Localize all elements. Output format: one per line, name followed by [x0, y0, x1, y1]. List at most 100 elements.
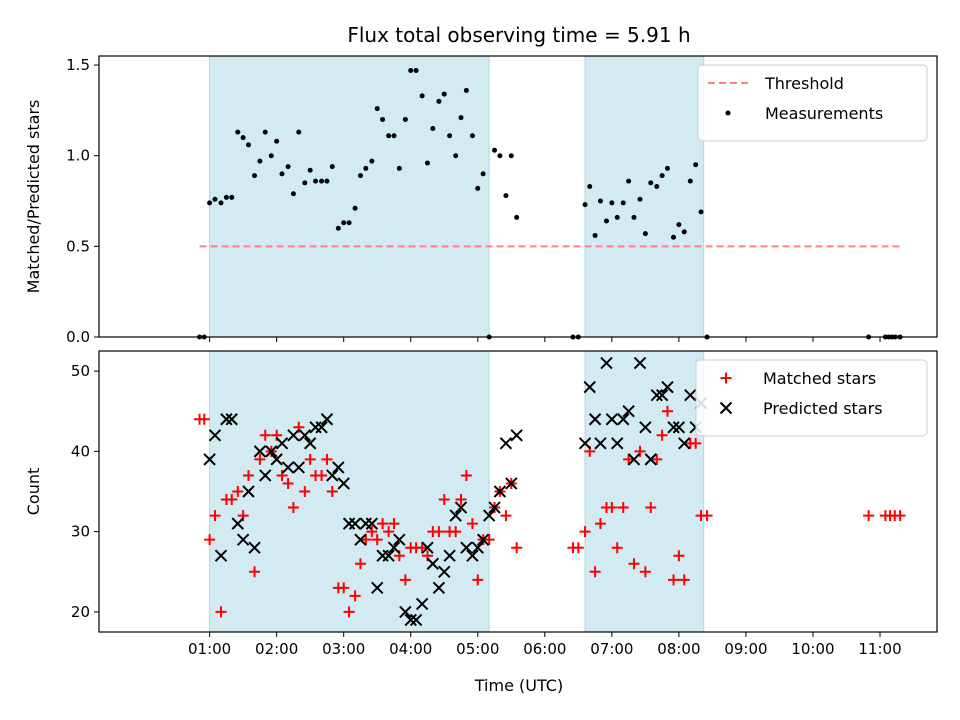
- predicted-star-marker-67: [639, 421, 652, 434]
- matched-star-marker-2: [204, 534, 216, 546]
- measurement-point-67: [620, 200, 626, 206]
- matched-star-marker-69: [628, 558, 640, 570]
- matched-star-marker-19: [299, 486, 311, 497]
- x-tick-label-6: 07:00: [590, 640, 633, 658]
- predicted-star-marker-42: [438, 565, 451, 578]
- legend-box: [697, 64, 928, 142]
- predicted-star-marker-62: [611, 437, 624, 450]
- predicted-star-marker-44: [449, 509, 462, 522]
- predicted-star-marker-50: [482, 509, 496, 522]
- measurement-point-20: [307, 167, 313, 173]
- matched-star-marker-24: [326, 486, 338, 497]
- matched-star-marker-75: [661, 405, 673, 417]
- predicted-star-marker-9: [253, 445, 267, 458]
- matched-star-marker-6: [226, 494, 238, 506]
- matched-star-marker-32: [371, 534, 383, 546]
- matched-star-marker-28: [349, 590, 361, 602]
- x-tick-label-3: 04:00: [389, 640, 432, 658]
- measurement-point-60: [582, 202, 588, 208]
- measurement-point-30: [363, 165, 369, 171]
- measurement-point-54: [497, 153, 503, 159]
- measurement-point-8: [240, 135, 246, 141]
- predicted-star-marker-70: [655, 388, 669, 402]
- predicted-star-marker-40: [426, 557, 440, 570]
- predicted-star-marker-35: [399, 605, 412, 619]
- predicted-star-marker-34: [393, 533, 406, 546]
- predicted-star-marker-47: [466, 549, 479, 562]
- matched-star-marker-1: [198, 413, 210, 425]
- measurement-point-77: [676, 222, 682, 228]
- matched-star-marker-70: [634, 445, 646, 457]
- matched-star-marker-60: [579, 526, 591, 538]
- predicted-star-marker-66: [633, 356, 647, 370]
- matched-star-marker-52: [483, 534, 495, 546]
- measurement-point-65: [609, 200, 615, 206]
- count-panel: 01:00 02:00 03:00 04:00 05:00 06:00 07:00 08:00…: [24, 350, 938, 658]
- x-axis-label: Time (UTC): [474, 676, 563, 695]
- predicted-star-marker-0: [203, 453, 216, 466]
- measurement-point-50: [475, 185, 481, 191]
- matched-star-marker-74: [656, 429, 668, 441]
- predicted-star-marker-17: [298, 429, 312, 442]
- measurement-point-22: [319, 178, 325, 184]
- x-tick-label-4: 05:00: [456, 640, 499, 658]
- predicted-star-marker-3: [220, 413, 233, 426]
- measurement-point-27: [346, 220, 352, 226]
- x-tick-label-5: 06:00: [523, 640, 566, 658]
- predicted-star-marker-32: [382, 549, 395, 562]
- measurement-point-32: [374, 106, 380, 112]
- predicted-star-marker-61: [605, 413, 619, 426]
- measurement-point-64: [603, 218, 609, 224]
- matched-star-marker-59: [572, 542, 584, 554]
- predicted-star-marker-56: [578, 437, 592, 450]
- y-tick-label-2: 40: [71, 442, 90, 460]
- y-tick-label-0: 20: [71, 603, 90, 621]
- axes-frame: [98, 350, 938, 633]
- measurement-point-31: [369, 158, 375, 164]
- matched-star-marker-71: [639, 566, 651, 578]
- predicted-star-marker-54: [505, 477, 518, 490]
- measurement-point-19: [302, 180, 308, 186]
- x-tick-label-8: 09:00: [724, 640, 767, 658]
- y-tick-label-1: 0.5: [66, 237, 90, 255]
- matched-star-marker-63: [594, 518, 606, 530]
- measurement-point-47: [458, 115, 464, 121]
- measurement-point-13: [268, 153, 274, 159]
- predicted-star-marker-55: [510, 429, 523, 442]
- measurement-point-41: [424, 160, 430, 166]
- matched-star-marker-66: [611, 542, 623, 554]
- measurement-point-33: [380, 116, 386, 122]
- measurement-point-5: [223, 194, 229, 200]
- predicted-star-marker-30: [371, 581, 384, 595]
- matched-star-marker-35: [388, 518, 400, 530]
- matched-star-marker-15: [276, 469, 288, 481]
- matched-star-marker-27: [343, 606, 355, 618]
- measurement-point-3: [212, 196, 218, 202]
- predicted-star-marker-legend: [719, 401, 733, 415]
- y-tick-label-2: 1.0: [66, 147, 90, 165]
- measurement-point-14: [274, 138, 280, 144]
- predicted-star-marker-53: [499, 437, 513, 450]
- measurement-point-39: [413, 68, 419, 74]
- predicted-star-marker-11: [265, 445, 278, 458]
- measurement-point-79: [687, 178, 693, 184]
- predicted-star-marker-2: [214, 549, 228, 562]
- matched-star-marker-50: [472, 574, 484, 586]
- predicted-star-marker-68: [644, 453, 657, 466]
- measurement-point-55: [503, 193, 509, 199]
- matched-star-marker-47: [455, 494, 467, 506]
- matched-star-marker-80: [690, 437, 702, 449]
- measurement-point-35: [391, 133, 397, 139]
- predicted-star-marker-52: [493, 485, 507, 498]
- measurement-point-78: [681, 229, 687, 235]
- predicted-star-marker-65: [627, 453, 641, 466]
- measurement-point-7: [235, 129, 241, 135]
- measurement-point-71: [642, 231, 648, 237]
- measurement-point-29: [357, 173, 363, 179]
- matched-star-marker-77: [673, 550, 685, 562]
- measurement-point-18: [296, 129, 302, 135]
- x-tick-label-9: 10:00: [791, 640, 834, 658]
- predicted-star-marker-33: [387, 541, 401, 554]
- predicted-star-marker-74: [678, 437, 691, 450]
- measurement-point-36: [396, 165, 402, 171]
